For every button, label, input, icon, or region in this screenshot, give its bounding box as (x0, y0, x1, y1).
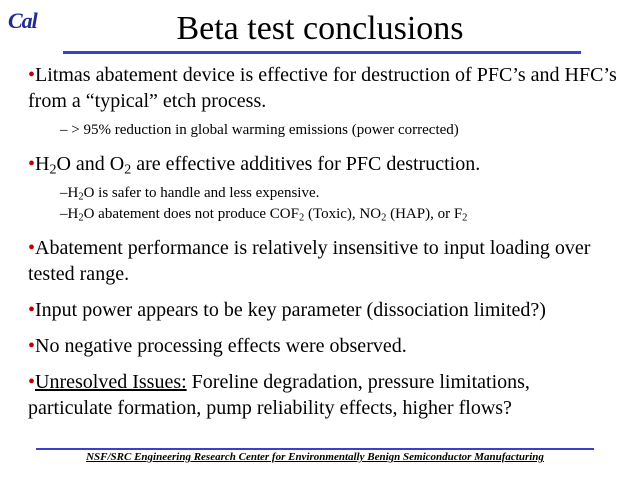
cal-logo: Cal (8, 8, 38, 33)
footer-text: NSF/SRC Engineering Research Center for … (86, 451, 544, 463)
footer-rule (36, 448, 594, 450)
bullet-input-power: •Input power appears to be key parameter… (28, 297, 618, 323)
bullet-text: Litmas abatement device is effective for… (28, 64, 617, 112)
unresolved-label: Unresolved Issues: (35, 371, 187, 393)
subscript: 2 (462, 212, 468, 224)
text-fragment: H (35, 153, 50, 175)
subbullet-reduction: – > 95% reduction in global warming emis… (60, 122, 459, 138)
bullet-dot: • (28, 335, 36, 357)
bullet-dot: • (28, 371, 36, 393)
bullet-dot: • (28, 299, 36, 321)
bullet-additives: •H2O and O2 are effective additives for … (28, 151, 618, 177)
text-fragment: (HAP), or F (386, 206, 463, 222)
bullet-text: Input power appears to be key parameter … (35, 299, 546, 321)
text-fragment: (Toxic), NO (304, 206, 382, 222)
bullet-text: No negative processing effects were obse… (35, 335, 407, 357)
text-fragment: O and O (56, 153, 125, 175)
subscript: 2 (49, 162, 57, 178)
subbullet-h2o-abatement: –H2O abatement does not produce COF2 (To… (60, 204, 618, 225)
text-fragment: O abatement does not produce COF (83, 206, 299, 222)
bullet-dot: • (28, 153, 36, 175)
text-fragment: are effective additives for PFC destruct… (131, 153, 481, 175)
subscript: 2 (124, 162, 132, 178)
bullet-text: Foreline degradation, pressure limitatio… (28, 371, 530, 419)
subscript: 2 (298, 212, 305, 224)
title-underline (63, 51, 581, 54)
bullet-no-negative-effects: •No negative processing effects were obs… (28, 333, 618, 359)
bullet-abatement-performance: •Abatement performance is relatively ins… (28, 235, 618, 287)
bullet-dot: • (28, 64, 36, 86)
slide-body: •Litmas abatement device is effective fo… (28, 62, 618, 421)
subscript: 2 (381, 212, 387, 224)
bullet-unresolved-issues: •Unresolved Issues: Foreline degradation… (28, 369, 618, 421)
subscript: 2 (78, 191, 84, 203)
text-fragment: O is safer to handle and less expensive. (83, 185, 320, 201)
text-fragment: –H (60, 206, 79, 222)
bullet-dot: • (28, 237, 36, 259)
bullet-text: Abatement performance is relatively inse… (28, 237, 591, 285)
subscript: 2 (78, 212, 84, 224)
bullet-litmas: •Litmas abatement device is effective fo… (28, 62, 618, 114)
slide-title: Beta test conclusions (176, 10, 464, 47)
subbullet-h2o-safer: –H2O is safer to handle and less expensi… (60, 183, 618, 204)
text-fragment: –H (60, 185, 79, 201)
